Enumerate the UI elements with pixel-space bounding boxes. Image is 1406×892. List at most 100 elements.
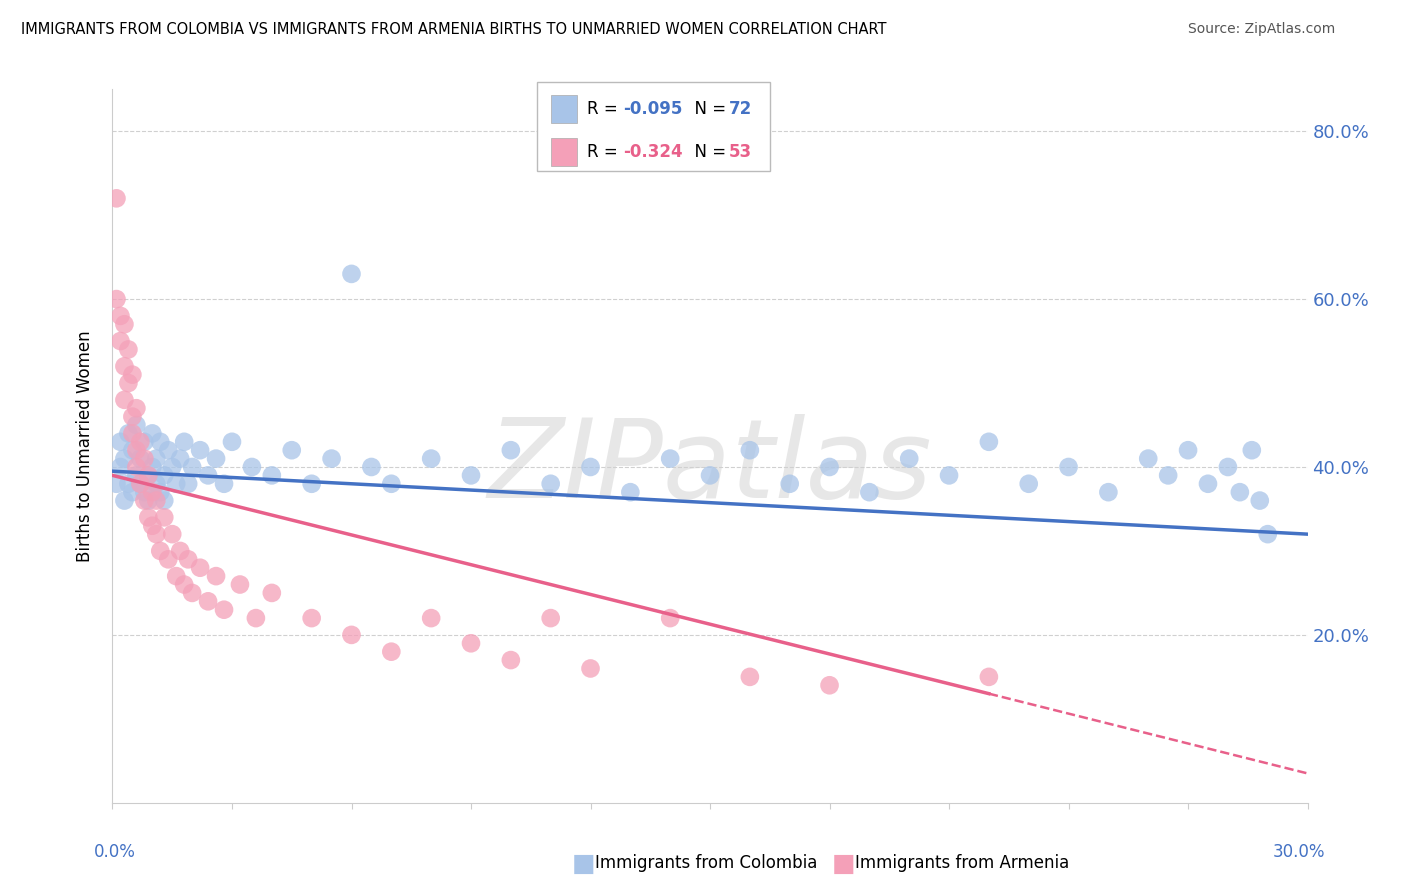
Point	[134, 485, 156, 500]
Point	[229, 577, 252, 591]
Point	[125, 468, 148, 483]
Point	[977, 670, 1000, 684]
Point	[110, 434, 132, 449]
Point	[188, 443, 211, 458]
Point	[117, 376, 139, 390]
Text: ■: ■	[832, 852, 855, 875]
Point	[977, 434, 1000, 449]
Point	[177, 552, 200, 566]
Point	[129, 451, 152, 466]
Point	[141, 460, 163, 475]
Point	[1249, 493, 1271, 508]
Y-axis label: Births to Unmarried Women: Births to Unmarried Women	[76, 330, 94, 562]
Point	[149, 544, 172, 558]
Point	[129, 476, 152, 491]
Point	[121, 409, 143, 424]
Text: 72: 72	[730, 100, 752, 118]
Point	[818, 678, 841, 692]
Point	[134, 451, 156, 466]
Point	[858, 485, 880, 500]
Point	[659, 451, 682, 466]
Text: 0.0%: 0.0%	[94, 843, 136, 861]
Point	[499, 443, 522, 458]
Point	[173, 577, 195, 591]
Point	[145, 527, 167, 541]
Point	[818, 460, 841, 475]
Point	[188, 560, 211, 574]
Text: IMMIGRANTS FROM COLOMBIA VS IMMIGRANTS FROM ARMENIA BIRTHS TO UNMARRIED WOMEN CO: IMMIGRANTS FROM COLOMBIA VS IMMIGRANTS F…	[21, 22, 887, 37]
Point	[1197, 476, 1219, 491]
FancyBboxPatch shape	[537, 82, 770, 171]
Point	[240, 460, 263, 475]
Point	[360, 460, 382, 475]
Point	[173, 434, 195, 449]
Text: N =: N =	[683, 143, 731, 161]
Point	[129, 434, 152, 449]
Point	[169, 451, 191, 466]
Point	[165, 569, 187, 583]
Point	[540, 611, 562, 625]
Point	[460, 468, 482, 483]
Point	[738, 443, 761, 458]
Point	[129, 476, 152, 491]
Point	[499, 653, 522, 667]
Text: Source: ZipAtlas.com: Source: ZipAtlas.com	[1188, 22, 1336, 37]
Point	[149, 434, 172, 449]
Point	[301, 476, 323, 491]
Point	[121, 368, 143, 382]
Point	[145, 493, 167, 508]
Point	[138, 510, 160, 524]
Point	[153, 510, 176, 524]
Point	[153, 493, 176, 508]
Point	[145, 476, 167, 491]
Point	[134, 493, 156, 508]
Point	[699, 468, 721, 483]
Point	[1157, 468, 1180, 483]
Point	[165, 476, 187, 491]
Point	[121, 443, 143, 458]
Point	[197, 468, 219, 483]
Point	[121, 426, 143, 441]
Point	[1240, 443, 1263, 458]
Point	[197, 594, 219, 608]
Text: Immigrants from Armenia: Immigrants from Armenia	[855, 855, 1069, 872]
Point	[169, 544, 191, 558]
Point	[260, 468, 283, 483]
Point	[105, 292, 128, 306]
Point	[205, 569, 228, 583]
Point	[177, 476, 200, 491]
Point	[420, 451, 443, 466]
Text: Immigrants from Colombia: Immigrants from Colombia	[595, 855, 817, 872]
Point	[181, 460, 204, 475]
Point	[117, 343, 139, 357]
Point	[898, 451, 921, 466]
Point	[117, 476, 139, 491]
Point	[1257, 527, 1279, 541]
Point	[114, 359, 135, 374]
Point	[125, 460, 148, 475]
Point	[340, 628, 363, 642]
Point	[205, 451, 228, 466]
Point	[138, 493, 160, 508]
Point	[1097, 485, 1119, 500]
Point	[260, 586, 283, 600]
Point	[134, 434, 156, 449]
Point	[938, 468, 960, 483]
Point	[301, 611, 323, 625]
Point	[117, 426, 139, 441]
Text: ■: ■	[572, 852, 595, 875]
Point	[110, 460, 132, 475]
Bar	[551, 95, 578, 123]
Text: R =: R =	[586, 143, 623, 161]
Point	[153, 468, 176, 483]
Point	[1229, 485, 1251, 500]
Point	[121, 485, 143, 500]
Point	[779, 476, 801, 491]
Point	[659, 611, 682, 625]
Point	[162, 460, 183, 475]
Point	[114, 392, 135, 407]
Point	[114, 318, 135, 332]
Point	[579, 460, 602, 475]
Text: 53: 53	[730, 143, 752, 161]
Point	[110, 334, 132, 348]
